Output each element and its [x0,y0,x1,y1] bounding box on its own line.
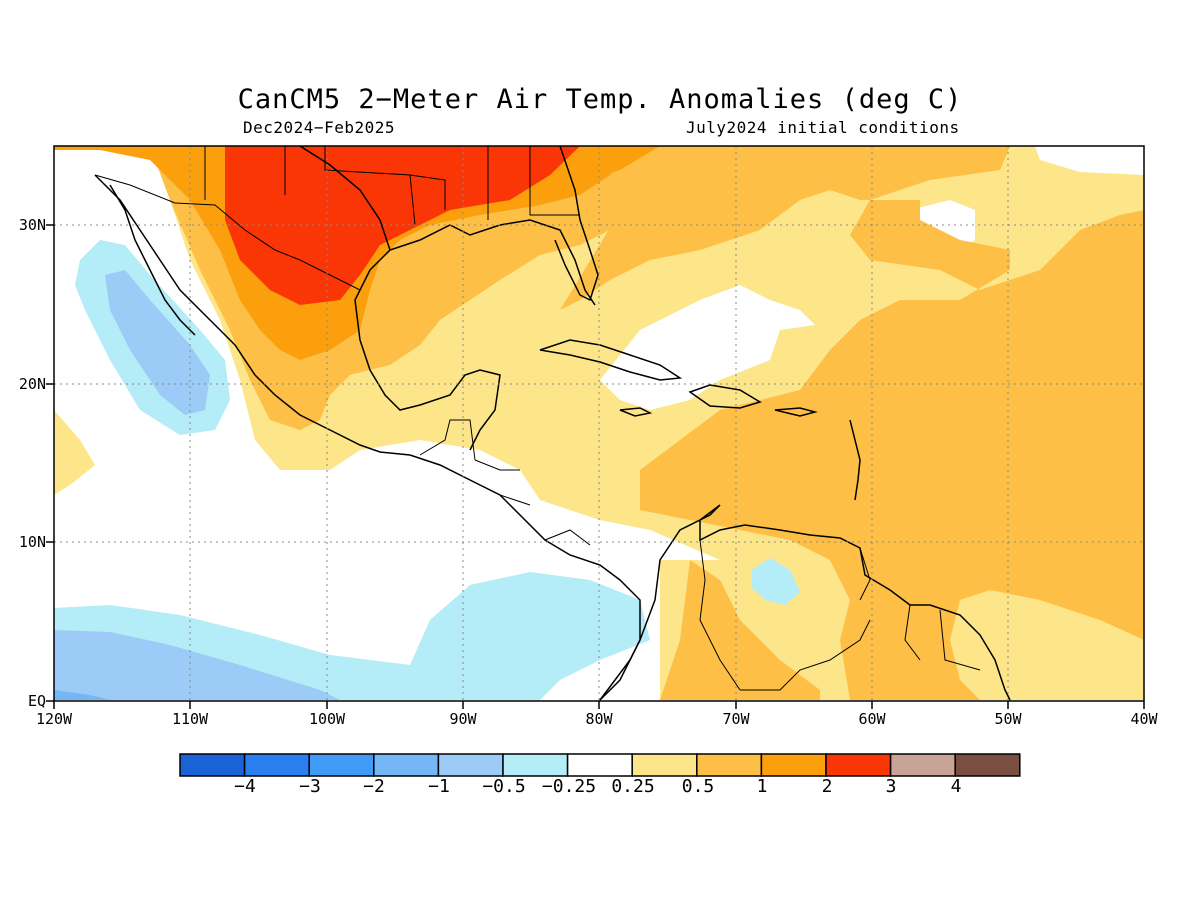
lat-tick-label: EQ [27,692,46,710]
colorbar-swatch [373,753,440,777]
colorbar-swatch [437,753,504,777]
lat-tick-label: 20N [18,375,46,393]
axis-ticks [46,224,1145,709]
coastline-us-gulf [389,219,596,306]
map-title: CanCM5 2−Meter Air Temp. Anomalies (deg … [237,84,963,115]
neutral-region-northeast [1035,146,1144,175]
border-us-mexico [94,174,361,291]
colorbar-swatch [954,753,1021,777]
lon-tick-label: 60W [858,710,886,728]
colorbar-swatch [243,753,310,777]
colorbar-label: −0.5 [482,776,526,797]
colorbar-swatch [631,753,698,777]
anomaly-region-neg2-neg1-pacific [54,690,110,700]
anomaly-region-0.5-1-colombia [660,560,820,700]
anomaly-region-neg1-neg0.5 [105,270,210,415]
colorbar-swatch [696,753,763,777]
lon-tick-label: 90W [449,710,477,728]
graticule [54,146,1144,701]
lat-tick-label: 30N [18,216,46,234]
coastline-gulf [299,146,501,451]
colorbar-swatch [760,753,827,777]
initial-conditions-label: July2024 initial conditions [686,118,960,137]
border-south-america [699,539,981,691]
lat-tick-label: 10N [18,533,46,551]
coastline-lesser-antilles [849,419,861,501]
season-label: Dec2024−Feb2025 [243,118,395,137]
anomaly-region-0.5-1-atlantic [560,146,1144,700]
coastline-hispaniola [688,384,762,409]
border-central-america [419,419,591,546]
colorbar-label: 0.5 [681,776,715,797]
anomaly-region-neg0.5-neg0.25-venezuela [752,558,800,605]
lon-tick-label: 40W [1130,710,1158,728]
colorbar-label: 3 [885,776,897,797]
political-borders [94,146,981,691]
coastline-cuba [539,339,683,381]
coastline-mexico-pacific [94,174,641,701]
colorbar-label: −2 [363,776,385,797]
border-us-states [204,146,580,226]
lon-tick-label: 100W [308,710,346,728]
anomaly-region-0.25-0.5-west [54,410,95,495]
colorbar-label: 1 [756,776,768,797]
colorbar-swatch [889,753,956,777]
colorbar-label: 4 [950,776,962,797]
anomaly-region-0.5-1-guyana [850,560,900,620]
colorbar-label: −4 [234,776,256,797]
colorbar-label: −1 [428,776,450,797]
coastline-jamaica [619,407,653,417]
colorbar [179,753,1021,777]
colorbar-swatch [179,753,246,777]
lon-tick-label: 70W [722,710,750,728]
colorbar-label: 2 [821,776,833,797]
anomaly-region-neg1-neg0.5-pacific [54,630,340,700]
lon-tick-label: 80W [585,710,613,728]
lon-tick-label: 50W [994,710,1022,728]
coastlines [94,146,1011,701]
coastline-florida [554,146,599,302]
colorbar-swatch [308,753,375,777]
colorbar-swatch [566,753,633,777]
lon-tick-label: 120W [35,710,73,728]
colorbar-swatch [502,753,569,777]
lon-tick-label: 110W [171,710,209,728]
colorbar-label: −0.25 [541,776,597,797]
colorbar-label: −3 [299,776,321,797]
colorbar-swatch [825,753,892,777]
coastline-puerto-rico [774,407,818,417]
colorbar-label: 0.25 [611,776,655,797]
coastline-south-america [599,504,1011,701]
coastline-baja [109,184,196,336]
